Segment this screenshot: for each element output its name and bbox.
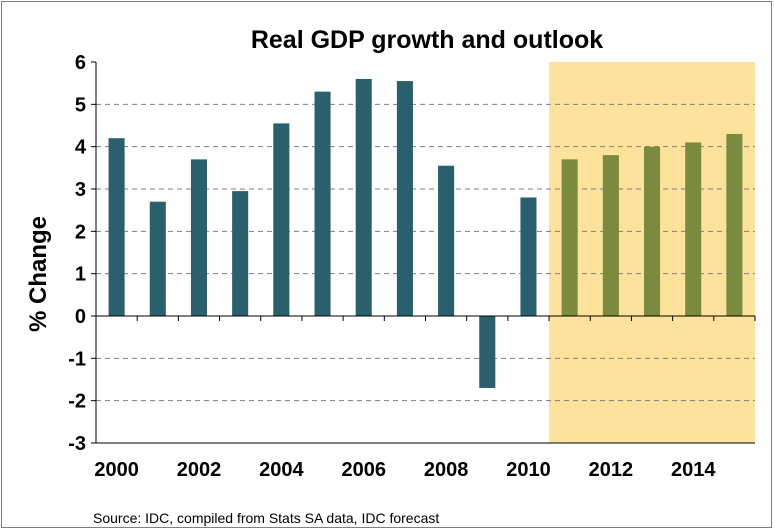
- y-tick-label: 1: [75, 264, 86, 286]
- x-tick-label: 2012: [589, 459, 634, 481]
- y-tick-label: 3: [75, 179, 86, 201]
- bar-2003: [232, 191, 249, 316]
- y-tick-label: -2: [68, 391, 86, 413]
- bar-2000: [108, 138, 125, 316]
- x-tick-label: 2010: [506, 459, 551, 481]
- y-tick-label: 4: [75, 137, 87, 159]
- bar-2008: [438, 165, 455, 316]
- y-axis-label: % Change: [25, 216, 52, 332]
- y-tick-label: 6: [75, 52, 86, 74]
- bar-2002: [190, 159, 208, 316]
- y-tick-label: -3: [68, 433, 86, 455]
- y-tick-label: 5: [75, 94, 86, 116]
- bar-2011: [561, 159, 578, 316]
- bar-2007: [396, 81, 413, 316]
- x-tick-label: 2000: [94, 459, 139, 481]
- bar-2009: [479, 316, 496, 388]
- bar-2001: [149, 201, 166, 316]
- y-tick-label: 0: [75, 306, 86, 328]
- y-tick-label: 2: [75, 221, 86, 243]
- chart-title: Real GDP growth and outlook: [251, 26, 603, 54]
- bar-2004: [273, 123, 290, 316]
- bar-2013: [643, 146, 661, 316]
- x-tick-label: 2014: [671, 459, 716, 481]
- bar-2015: [726, 133, 743, 316]
- plot-area: 6 5 4 3 2 1 0 -1 -2 -3 2000 2002 2004 2006 2008 2010 201…: [68, 52, 756, 481]
- x-tick-label: 2002: [177, 459, 222, 481]
- bar-2010: [520, 197, 537, 316]
- y-tick-label: -1: [68, 348, 86, 370]
- bar-2012: [602, 155, 619, 316]
- bar-2005: [314, 91, 331, 316]
- bar-2006: [355, 78, 372, 316]
- x-tick-label: 2004: [259, 459, 304, 481]
- source-note: Source: IDC, compiled from Stats SA data…: [93, 510, 439, 526]
- x-tick-label: 2006: [341, 459, 386, 481]
- x-tick-label: 2008: [424, 459, 469, 481]
- bar-2014: [685, 142, 702, 316]
